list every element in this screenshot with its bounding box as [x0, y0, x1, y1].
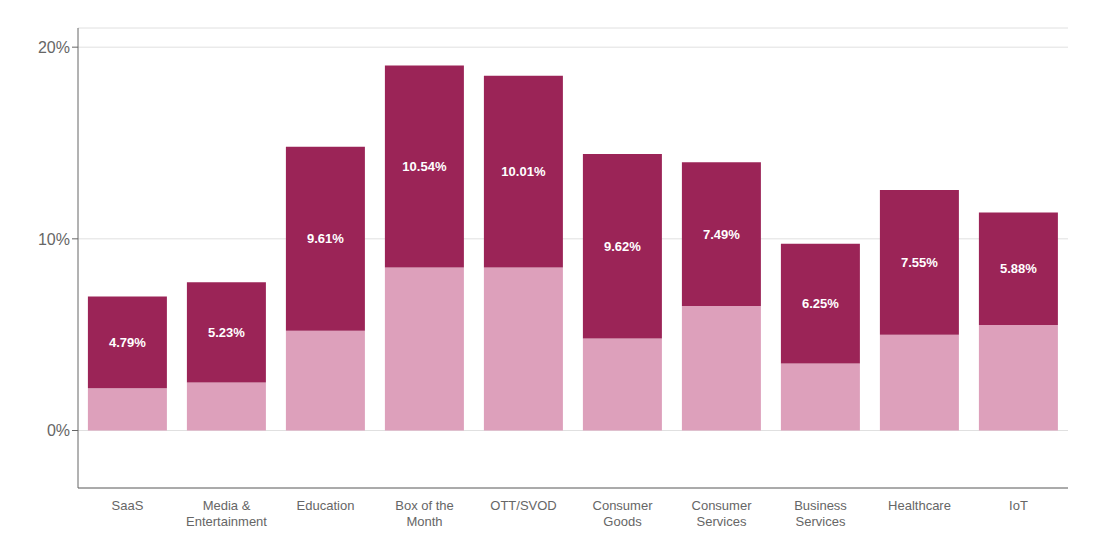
svg-text:5.23%: 5.23% — [208, 325, 245, 340]
svg-text:10.54%: 10.54% — [402, 159, 447, 174]
svg-text:Education: Education — [297, 498, 355, 513]
svg-text:7.49%: 7.49% — [703, 227, 740, 242]
svg-text:9.62%: 9.62% — [604, 239, 641, 254]
svg-text:ConsumerGoods: ConsumerGoods — [593, 498, 654, 529]
svg-text:4.79%: 4.79% — [109, 335, 146, 350]
svg-text:Media &Entertainment: Media &Entertainment — [186, 498, 267, 529]
svg-text:IoT: IoT — [1009, 498, 1028, 513]
svg-text:10%: 10% — [38, 231, 70, 248]
svg-text:SaaS: SaaS — [112, 498, 144, 513]
svg-text:OTT/SVOD: OTT/SVOD — [490, 498, 556, 513]
svg-text:7.55%: 7.55% — [901, 255, 938, 270]
svg-text:BusinessServices: BusinessServices — [794, 498, 847, 529]
svg-text:5.88%: 5.88% — [1000, 261, 1037, 276]
svg-text:6.25%: 6.25% — [802, 296, 839, 311]
svg-text:ConsumerServices: ConsumerServices — [692, 498, 753, 529]
svg-text:0%: 0% — [47, 422, 70, 439]
svg-text:10.01%: 10.01% — [501, 164, 546, 179]
svg-text:Healthcare: Healthcare — [888, 498, 951, 513]
svg-text:Box of theMonth: Box of theMonth — [395, 498, 454, 529]
svg-text:20%: 20% — [38, 39, 70, 56]
svg-text:9.61%: 9.61% — [307, 231, 344, 246]
